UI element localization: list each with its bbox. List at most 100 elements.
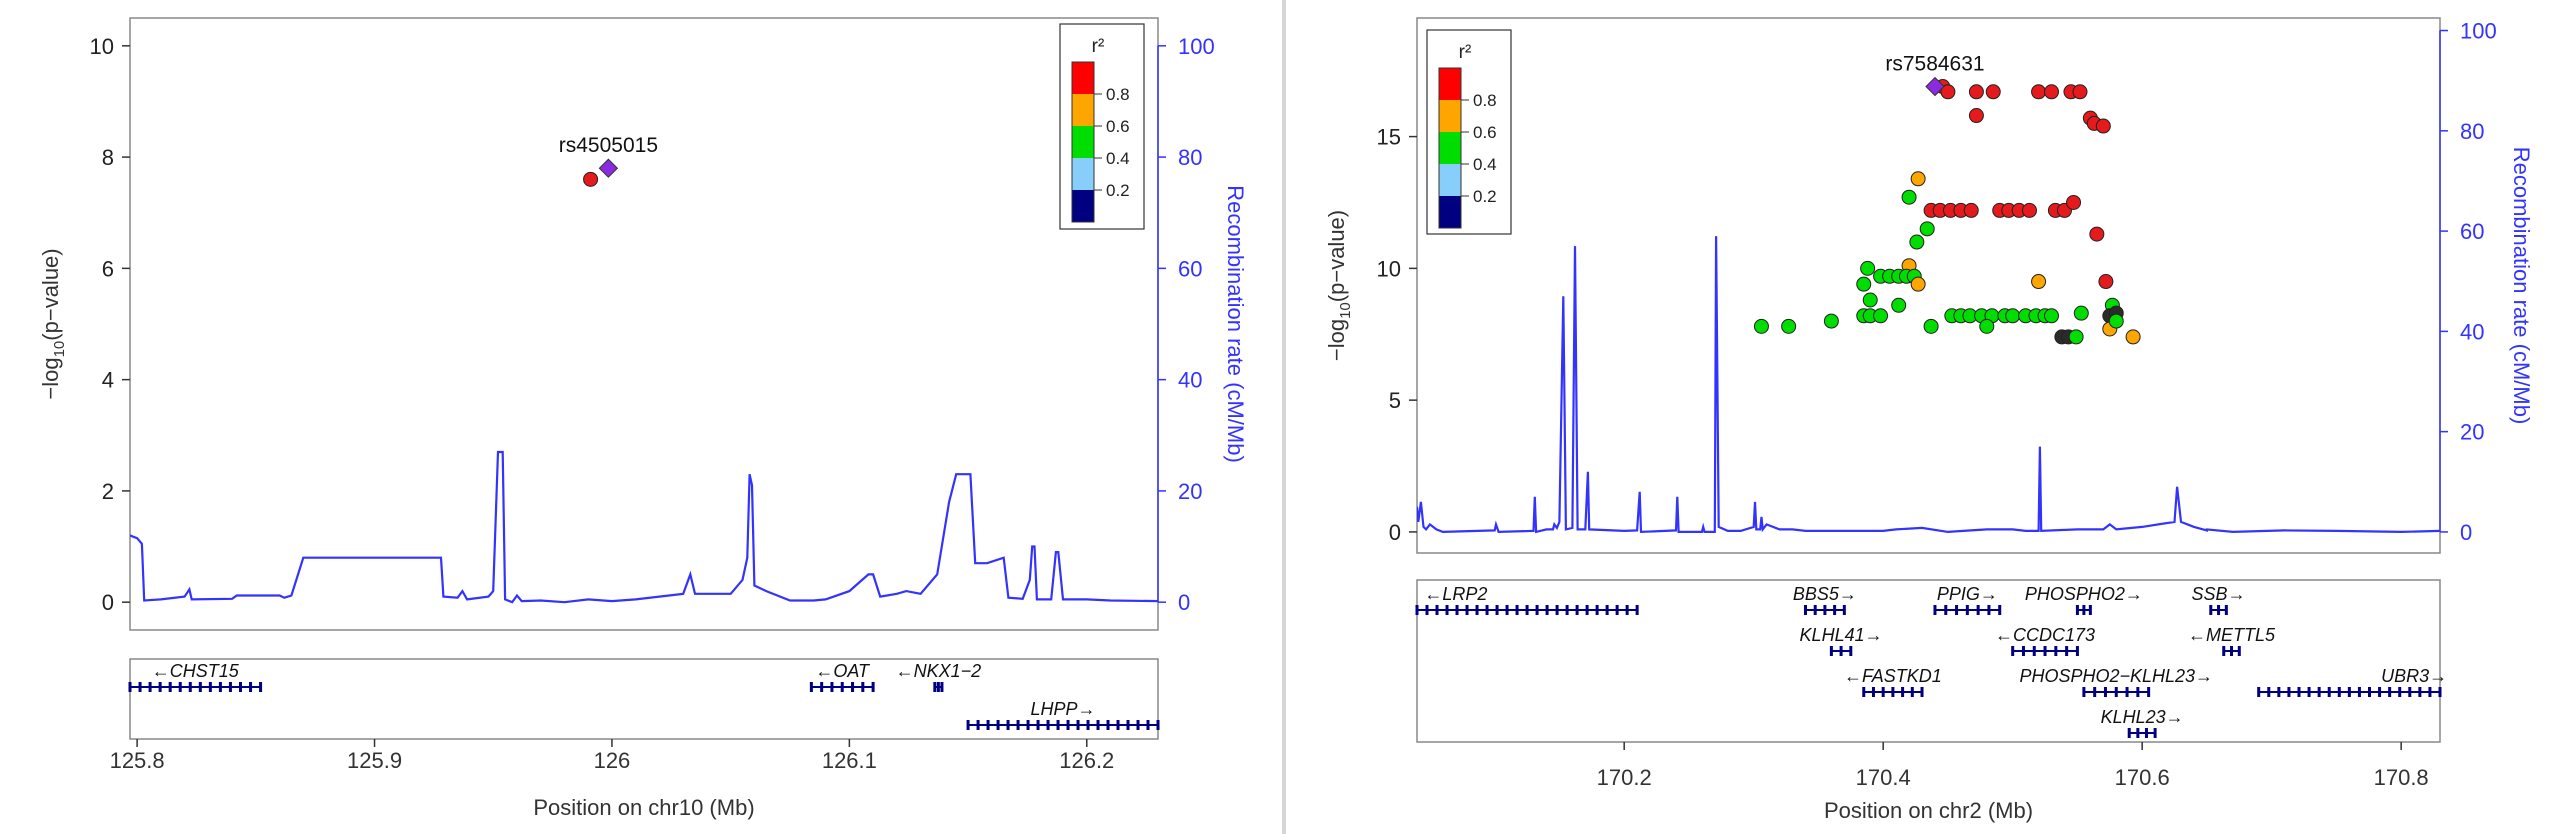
y-label-subscript: 10	[51, 341, 68, 358]
snp-point	[1781, 318, 1797, 334]
legend-swatch	[1072, 126, 1094, 158]
x-tick-label: 126.2	[1059, 748, 1114, 773]
snp-point	[2098, 274, 2114, 290]
gene-exon	[2224, 605, 2228, 615]
gene-exon	[1465, 605, 1469, 615]
snp-point	[2072, 84, 2088, 100]
snp-point	[2005, 308, 2021, 324]
legend-label: 0.6	[1473, 123, 1497, 142]
x-tick-label: 126	[594, 748, 631, 773]
legend-label: 0.2	[1473, 187, 1497, 206]
gene-exon	[2125, 687, 2129, 697]
plot-frame	[129, 17, 1159, 631]
gene-exon	[1126, 720, 1130, 730]
legend-swatch	[1439, 68, 1461, 100]
snp-point	[2031, 274, 2047, 290]
gene-exon	[1823, 605, 1827, 615]
gene-label: PHOSPHO2→	[2025, 584, 2143, 604]
gene-exon	[1455, 605, 1459, 615]
legend-label: 0.2	[1106, 181, 1130, 200]
gene-track-frame	[1416, 579, 2441, 743]
gene-exon	[1833, 605, 1837, 615]
y2-tick-label: 60	[2460, 219, 2484, 244]
snp-point	[1873, 308, 1889, 324]
plot-frame	[1416, 17, 2441, 554]
gene-CCDC173: ←CCDC173	[1995, 625, 2095, 656]
snp-point	[1909, 234, 1925, 250]
x-tick-label: 125.9	[347, 748, 402, 773]
gene-label: SSB→	[2192, 584, 2246, 604]
gene-exon	[2088, 605, 2092, 615]
gene-exon	[1116, 720, 1120, 730]
snp-point	[1753, 318, 1769, 334]
x-tick-label: 170.2	[1597, 765, 1652, 790]
gene-exon	[1803, 605, 1807, 615]
gene-label: LHPP→	[1031, 699, 1096, 719]
gene-exon	[2222, 646, 2226, 656]
gene-exon	[1871, 687, 1875, 697]
gene-exon	[2408, 687, 2412, 697]
gene-SSB: SSB→	[2192, 584, 2246, 615]
gene-exon	[1987, 605, 1991, 615]
gene-label: ←NKX1−2	[896, 661, 982, 681]
gene-label: PHOSPHO2−KLHL23→	[2019, 666, 2213, 686]
gene-exon	[2093, 687, 2097, 697]
gene-exon	[1545, 605, 1549, 615]
gene-exon	[2114, 687, 2118, 697]
y2-tick-label: 0	[2460, 520, 2472, 545]
gene-exon	[936, 682, 940, 692]
snp-point	[1856, 276, 1872, 292]
y-label-part: (p−value)	[1324, 210, 1349, 302]
snp-point	[1968, 108, 1984, 124]
gene-exon	[2147, 687, 2151, 697]
gene-exon	[2082, 687, 2086, 697]
gene-exon	[2317, 687, 2321, 697]
snp-point	[2073, 305, 2089, 321]
gene-exon	[1615, 605, 1619, 615]
gene-PPIG: PPIG→	[1933, 584, 2002, 615]
gene-exon	[1920, 687, 1924, 697]
y-axis-label: −log10(p−value)	[38, 248, 68, 399]
gene-exon	[1605, 605, 1609, 615]
snp-point	[1860, 260, 1876, 276]
gene-exon	[966, 720, 970, 730]
y2-tick-label: 100	[1178, 34, 1215, 59]
gene-exon	[2347, 687, 2351, 697]
gene-exon	[259, 682, 263, 692]
y2-axis-label: Recombination rate (cM/Mb)	[2509, 147, 2534, 425]
snp-point	[1963, 202, 1979, 218]
gene-exon	[1006, 720, 1010, 730]
gene-exon	[1086, 720, 1090, 730]
gene-label: UBR3→	[2381, 666, 2447, 686]
gene-exon	[1998, 605, 2002, 615]
gene-BBS5: BBS5→	[1793, 584, 1857, 615]
gene-LRP2: ←LRP2	[1415, 584, 1639, 615]
snp-point	[1910, 276, 1926, 292]
gene-exon	[840, 682, 844, 692]
gene-exon	[1813, 605, 1817, 615]
gene-exon	[1445, 605, 1449, 615]
gene-exon	[2367, 687, 2371, 697]
gene-exon	[830, 682, 834, 692]
y-tick-label: 15	[1377, 125, 1401, 150]
gene-exon	[1849, 646, 1853, 656]
recombination-rate-line	[130, 450, 1158, 604]
gene-exon	[1839, 646, 1843, 656]
gene-exon	[178, 682, 182, 692]
gene-exon	[1635, 605, 1639, 615]
y-tick-label: 10	[1377, 256, 1401, 281]
gene-exon	[2075, 605, 2079, 615]
legend-label: 0.8	[1106, 85, 1130, 104]
y2-tick-label: 100	[2460, 19, 2497, 44]
gene-KLHL23: KLHL23→	[2101, 707, 2184, 738]
gene-exon	[2357, 687, 2361, 697]
x-tick-label: 170.8	[2374, 765, 2429, 790]
gene-exon	[2127, 728, 2131, 738]
gene-exon	[2136, 728, 2140, 738]
gene-exon	[2398, 687, 2402, 697]
snp-point	[2095, 118, 2111, 134]
y-tick-label: 0	[1389, 520, 1401, 545]
gene-label: ←LRP2	[1424, 584, 1487, 604]
gene-exon	[2388, 687, 2392, 697]
